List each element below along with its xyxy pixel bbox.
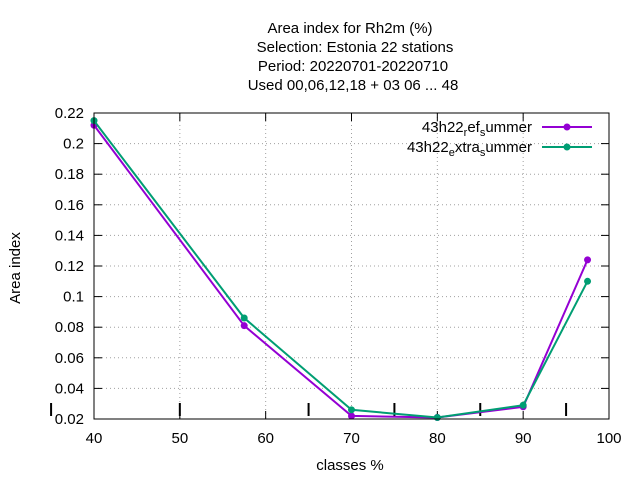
y-tick-label: 0.22 xyxy=(55,105,84,122)
data-point xyxy=(348,412,355,420)
data-point xyxy=(584,277,592,285)
y-tick-label: 0.06 xyxy=(55,350,84,367)
y-tick-label: 0.16 xyxy=(55,197,84,214)
y-tick-label: 0.2 xyxy=(63,136,84,153)
x-tick-label: 100 xyxy=(596,430,621,447)
series-lines xyxy=(90,117,592,421)
legend-item-1: 43h22refsummer xyxy=(422,119,592,139)
x-axis-label: classes % xyxy=(316,457,384,474)
x-tick-label: 80 xyxy=(429,430,446,447)
data-point xyxy=(240,322,248,330)
series-2 xyxy=(90,117,592,421)
x-tick-label: 40 xyxy=(86,430,103,447)
y-tick-label: 0.14 xyxy=(55,227,84,244)
title-line-3: Period: 20220701-20220710 xyxy=(258,58,448,75)
chart-title: Area index for Rh2m (%) Selection: Eston… xyxy=(248,20,459,94)
plot-frame xyxy=(93,112,610,420)
legend-label: 43h22refsummer xyxy=(422,119,532,139)
x-tick-label: 70 xyxy=(343,430,360,447)
series-1 xyxy=(90,121,592,421)
x-tick-label: 60 xyxy=(257,430,274,447)
legend-marker xyxy=(563,143,571,151)
y-tick-label: 0.1 xyxy=(63,289,84,306)
y-tick-label: 0.18 xyxy=(55,166,84,183)
y-tick-label: 0.08 xyxy=(55,319,84,336)
series-line xyxy=(93,124,589,419)
y-tick-label: 0.12 xyxy=(55,258,84,275)
title-line-2: Selection: Estonia 22 stations xyxy=(257,39,454,56)
data-point xyxy=(519,401,527,409)
title-line-4: Used 00,06,12,18 + 03 06 ... 48 xyxy=(248,77,459,94)
x-tick-labels: 40 50 60 70 80 90 100 xyxy=(86,430,622,447)
legend-item-2: 43h22extrasummer xyxy=(407,139,592,159)
y-axis-label: Area index xyxy=(7,232,24,304)
data-point xyxy=(348,406,355,414)
data-point xyxy=(240,314,248,322)
x-tick-label: 90 xyxy=(515,430,532,447)
y-tick-label: 0.02 xyxy=(55,411,84,428)
legend-label: 43h22extrasummer xyxy=(407,139,532,159)
x-tick-label: 50 xyxy=(171,430,188,447)
y-tick-labels: 0.02 0.04 0.06 0.08 0.1 0.12 0.14 0.16 0.18 0.2 0.… xyxy=(55,105,84,428)
data-point xyxy=(433,413,441,421)
series-line xyxy=(93,120,589,419)
title-line-1: Area index for Rh2m (%) xyxy=(267,20,432,37)
data-point xyxy=(584,256,592,264)
grid-lines xyxy=(94,113,609,419)
y-tick-label: 0.04 xyxy=(55,380,84,397)
legend-marker xyxy=(563,123,571,131)
